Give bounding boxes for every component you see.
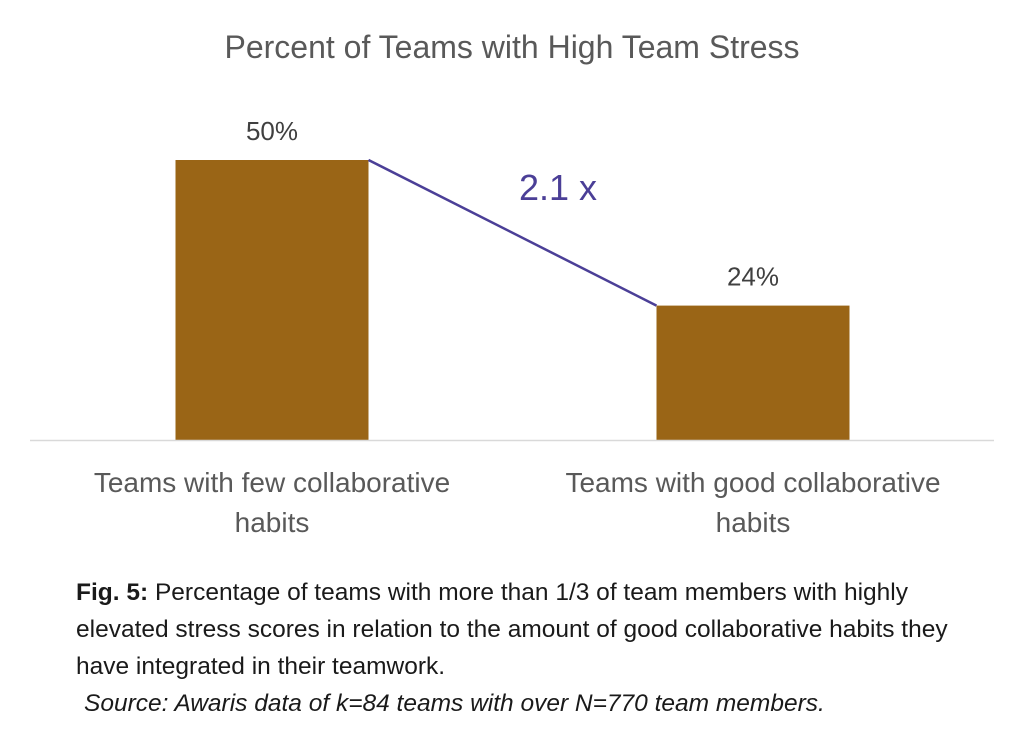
figure-caption: Fig. 5: Percentage of teams with more th… xyxy=(76,574,996,722)
data-label-2: 24% xyxy=(727,262,779,292)
chart-title: Percent of Teams with High Team Stress xyxy=(224,29,799,65)
ratio-connector-line xyxy=(367,158,658,307)
category-label-1: Teams with few collaborative habits xyxy=(94,467,450,538)
bar-1 xyxy=(175,160,369,440)
ratio-annotation: 2.1 x xyxy=(519,167,597,208)
bars-layer xyxy=(175,160,850,440)
bar-2 xyxy=(656,305,850,440)
source-note: Source: Awaris data of k=84 teams with o… xyxy=(84,690,825,717)
category-label-2: Teams with good collaborative habits xyxy=(565,467,940,538)
data-label-1: 50% xyxy=(246,116,298,146)
figure-number: Fig. 5: xyxy=(76,579,149,606)
bar-chart: Percent of Teams with High Team Stress 5… xyxy=(30,29,994,538)
caption-text: Percentage of teams with more than 1/3 o… xyxy=(76,579,948,680)
labels-layer: 50% Teams with few collaborative habits 24%… xyxy=(94,116,941,538)
connector-layer xyxy=(367,158,658,307)
